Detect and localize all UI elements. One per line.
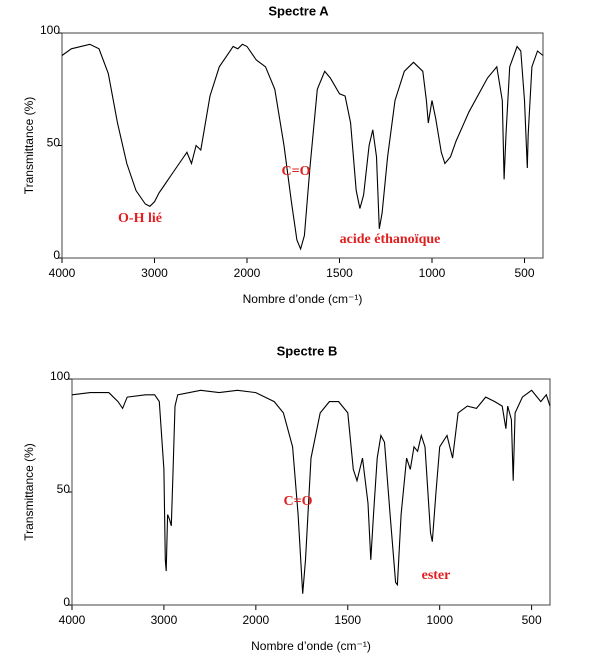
plot-frame: [61, 32, 544, 259]
x-tick-label: 500: [514, 266, 534, 280]
y-axis-label: Transmittance (%): [22, 443, 36, 541]
y-tick-label: 100: [40, 23, 60, 37]
x-tick-label: 4000: [49, 266, 76, 280]
x-axis-label: Nombre d’onde (cm⁻¹): [251, 639, 371, 653]
spectrum-line: [61, 43, 544, 251]
chart-title: Spectre A: [268, 3, 329, 18]
annotation: O-H lié: [118, 211, 162, 226]
y-tick-label: 100: [50, 369, 70, 383]
annotation: acide éthanoïque: [340, 232, 441, 247]
annotation: C=O: [284, 494, 313, 509]
x-tick-label: 1000: [426, 613, 453, 627]
spectrum-line: [71, 389, 551, 594]
x-axis-label: Nombre d’onde (cm⁻¹): [243, 292, 363, 306]
annotation: ester: [422, 568, 451, 583]
chart-title: Spectre B: [277, 343, 338, 358]
annotation: C=O: [282, 164, 311, 179]
x-tick-label: 3000: [151, 613, 178, 627]
x-tick-label: 1000: [419, 266, 446, 280]
chart: Transmittance (%) Nombre d’onde (cm⁻¹) Spe…: [22, 343, 551, 653]
x-tick-label: 2000: [242, 613, 269, 627]
x-tick-label: 4000: [59, 613, 86, 627]
x-tick-label: 2000: [234, 266, 261, 280]
y-tick-label: 0: [53, 248, 60, 262]
x-tick-label: 1500: [326, 266, 353, 280]
x-tick-label: 1500: [334, 613, 361, 627]
plot-frame: [71, 378, 551, 606]
y-axis-label: Transmittance (%): [22, 97, 36, 195]
y-tick-label: 0: [63, 595, 70, 609]
y-tick-label: 50: [47, 136, 61, 150]
y-tick-label: 50: [57, 482, 71, 496]
x-tick-label: 500: [522, 613, 542, 627]
chart: Transmittance (%) Nombre d’onde (cm⁻¹) Spe…: [22, 3, 544, 306]
x-tick-label: 3000: [141, 266, 168, 280]
